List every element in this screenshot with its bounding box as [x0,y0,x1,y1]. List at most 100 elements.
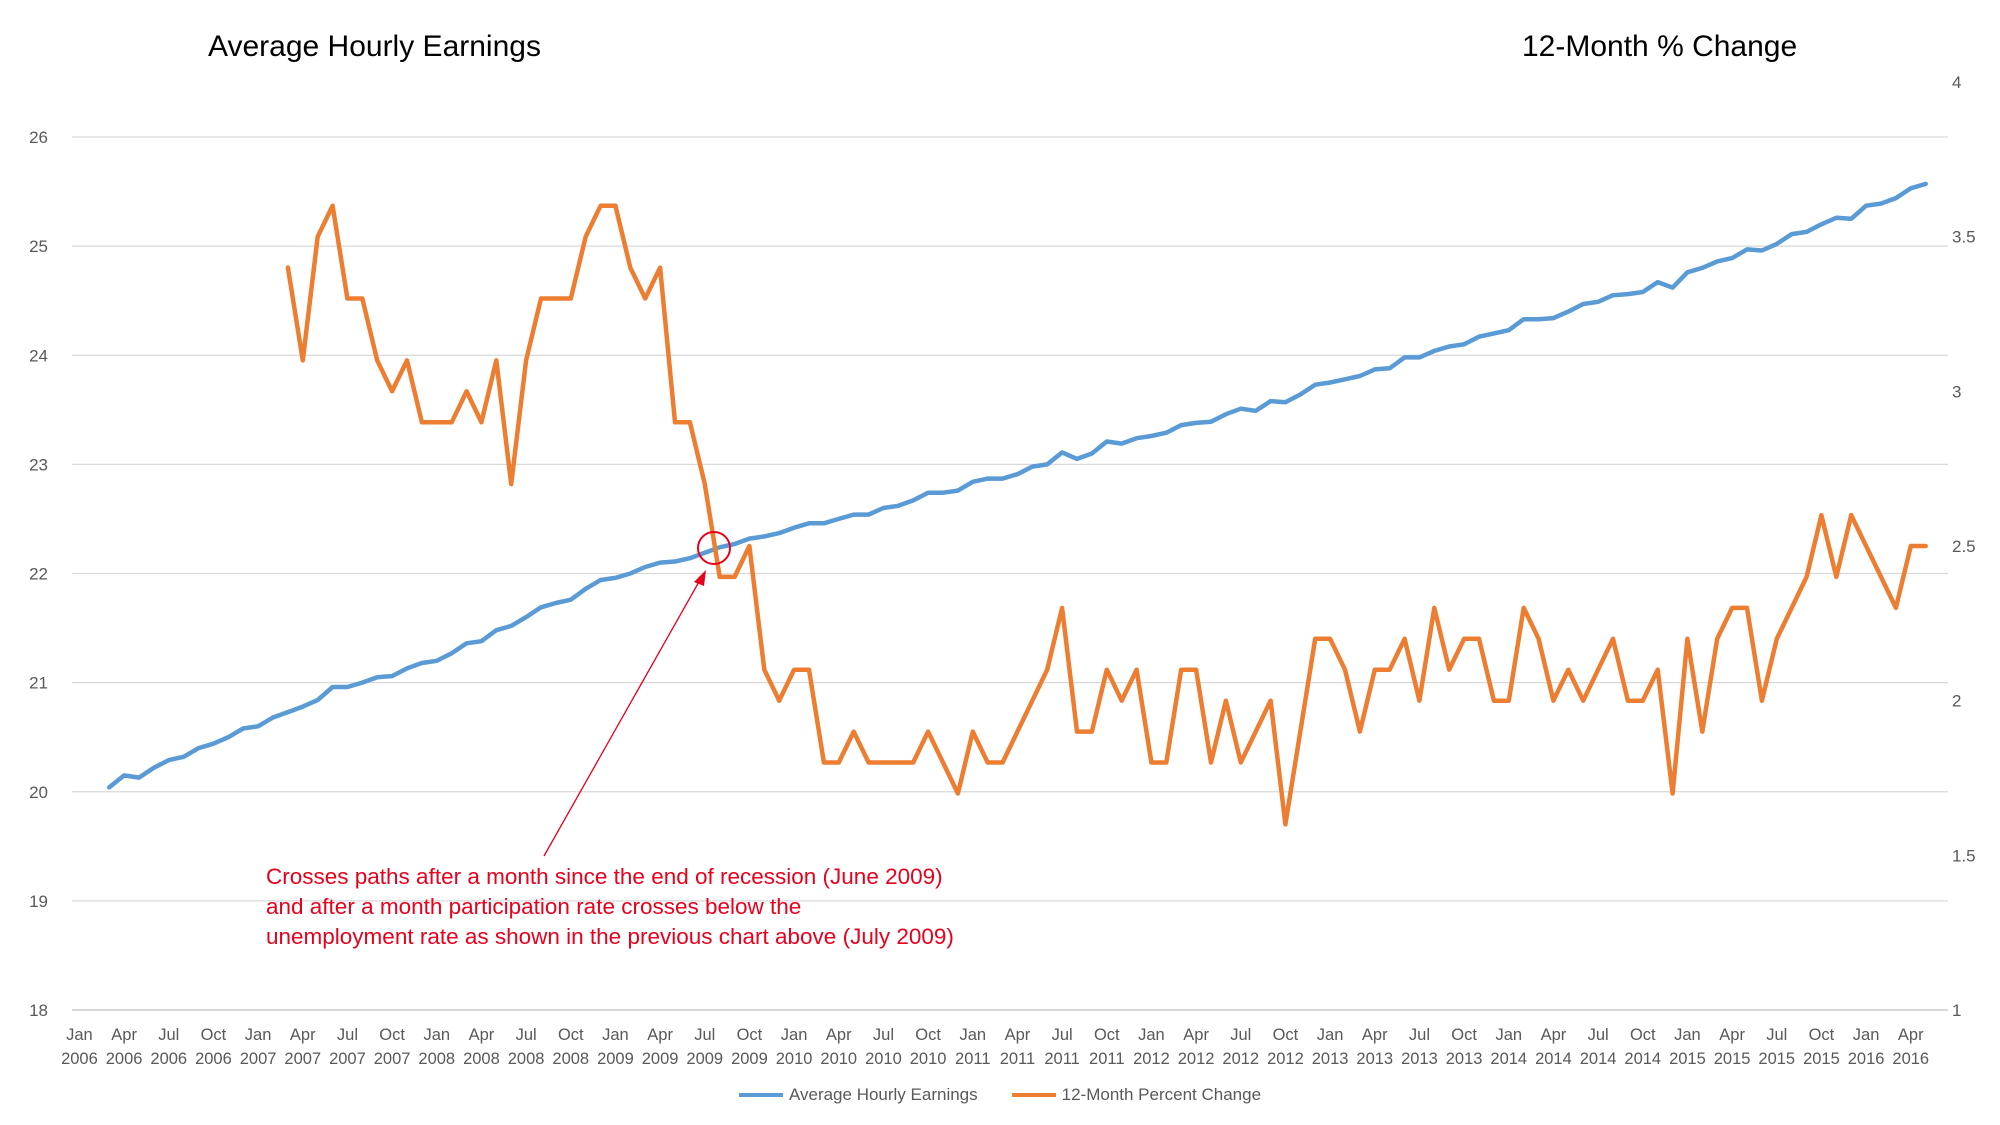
y-right-tick-label: 1.5 [1952,846,1976,865]
x-tick-year: 2014 [1535,1050,1572,1068]
x-tick-year: 2007 [374,1050,411,1068]
x-tick-year: 2010 [865,1050,902,1068]
x-tick-year: 2013 [1446,1050,1483,1068]
y-left-tick-label: 24 [29,346,48,365]
y-right-tick-label: 3 [1952,382,1961,401]
x-tick-month: Jul [1052,1026,1073,1044]
x-tick-month: Oct [1094,1026,1120,1044]
x-tick-year: 2015 [1714,1050,1751,1068]
x-tick-year: 2008 [463,1050,500,1068]
left-chart-title: Average Hourly Earnings [208,30,541,63]
y-right-tick-label: 2.5 [1952,537,1976,556]
y-left-tick-label: 22 [29,565,48,584]
x-tick-month: Jan [66,1026,93,1044]
legend-label: Average Hourly Earnings [788,1085,978,1104]
legend-label: 12-Month Percent Change [1061,1085,1262,1104]
series-line-1 [285,203,1928,827]
y-right-tick-label: 4 [1952,73,1961,92]
y-left-tick-label: 20 [29,783,48,802]
gridlines [72,136,1948,1011]
x-tick-month: Jul [1588,1026,1609,1044]
x-tick-year: 2011 [1000,1050,1035,1068]
series-line-0 [106,181,1928,790]
x-tick-month: Oct [1451,1026,1477,1044]
x-tick-month: Jan [959,1026,986,1044]
annotation-line: and after a month participation rate cro… [266,894,802,919]
x-tick-month: Apr [647,1026,673,1044]
x-tick-year: 2012 [1222,1050,1259,1068]
x-tick-month: Apr [1005,1026,1031,1044]
x-tick-month: Jul [873,1026,894,1044]
y-left-tick-label: 19 [29,892,48,911]
legend-swatch [1011,1093,1056,1097]
x-tick-year: 2016 [1848,1050,1885,1068]
x-tick-year: 2013 [1401,1050,1438,1068]
x-tick-year: 2015 [1803,1050,1840,1068]
legend-swatch [738,1093,783,1097]
x-tick-month: Jan [1495,1026,1522,1044]
x-tick-month: Jul [158,1026,179,1044]
x-tick-month: Apr [111,1026,137,1044]
x-tick-month: Oct [558,1026,584,1044]
x-tick-month: Apr [1183,1026,1209,1044]
x-tick-year: 2014 [1624,1050,1661,1068]
x-tick-month: Oct [1809,1026,1835,1044]
legend-item-percent-change: 12-Month Percent Change [1011,1085,1262,1105]
x-tick-year: 2006 [195,1050,232,1068]
right-axis-ticks: 1 1.5 2 2.5 3 3.5 4 [1952,73,1976,1020]
x-tick-month: Oct [379,1026,405,1044]
x-tick-year: 2010 [910,1050,947,1068]
x-tick-year: 2011 [1089,1050,1124,1068]
x-tick-year: 2010 [776,1050,813,1068]
x-tick-year: 2015 [1758,1050,1795,1068]
annotation-line: Crosses paths after a month since the en… [266,864,943,889]
x-tick-month: Apr [290,1026,316,1044]
x-tick-year: 2013 [1312,1050,1349,1068]
x-tick-year: 2012 [1133,1050,1170,1068]
y-left-tick-label: 18 [29,1001,48,1020]
x-tick-year: 2008 [552,1050,589,1068]
x-tick-year: 2009 [686,1050,723,1068]
annotation-text: Crosses paths after a month since the en… [266,862,1066,952]
annotation-marks [543,531,731,857]
right-chart-title: 12-Month % Change [1522,30,1798,63]
legend: Average Hourly Earnings 12-Month Percent… [0,1085,2000,1105]
x-tick-month: Jan [1674,1026,1701,1044]
x-tick-month: Oct [737,1026,763,1044]
x-tick-year: 2012 [1178,1050,1215,1068]
annotation-pointer [543,579,701,857]
x-tick-month: Apr [1541,1026,1567,1044]
x-tick-month: Oct [915,1026,941,1044]
x-tick-year: 2010 [820,1050,857,1068]
x-tick-month: Jan [1138,1026,1165,1044]
x-tick-year: 2007 [284,1050,321,1068]
y-left-tick-label: 21 [29,674,48,693]
x-tick-year: 2008 [508,1050,545,1068]
x-tick-year: 2011 [955,1050,990,1068]
x-tick-month: Oct [201,1026,227,1044]
x-tick-month: Apr [1898,1026,1924,1044]
x-axis-ticks: Jan 2006 Apr 2006 Jul 2006 Oct 2006 Jan 2007 Apr 20… [61,1026,1929,1068]
x-tick-month: Jan [423,1026,450,1044]
y-left-tick-label: 23 [29,455,48,474]
x-tick-month: Jul [694,1026,715,1044]
annotation-line: unemployment rate as shown in the previo… [266,924,954,949]
x-tick-year: 2007 [240,1050,277,1068]
x-tick-month: Jan [1853,1026,1880,1044]
y-left-tick-label: 26 [29,128,48,147]
x-tick-month: Jan [781,1026,808,1044]
x-tick-month: Jul [337,1026,358,1044]
x-tick-month: Jan [245,1026,272,1044]
x-tick-month: Oct [1630,1026,1656,1044]
x-tick-year: 2012 [1267,1050,1304,1068]
x-tick-year: 2014 [1580,1050,1617,1068]
x-tick-year: 2011 [1044,1050,1079,1068]
x-tick-month: Jan [1317,1026,1344,1044]
x-tick-year: 2016 [1892,1050,1929,1068]
x-tick-year: 2009 [597,1050,634,1068]
x-tick-year: 2007 [329,1050,366,1068]
crossing-circle [697,531,731,565]
legend-item-earnings: Average Hourly Earnings [738,1085,978,1105]
x-tick-year: 2008 [418,1050,455,1068]
